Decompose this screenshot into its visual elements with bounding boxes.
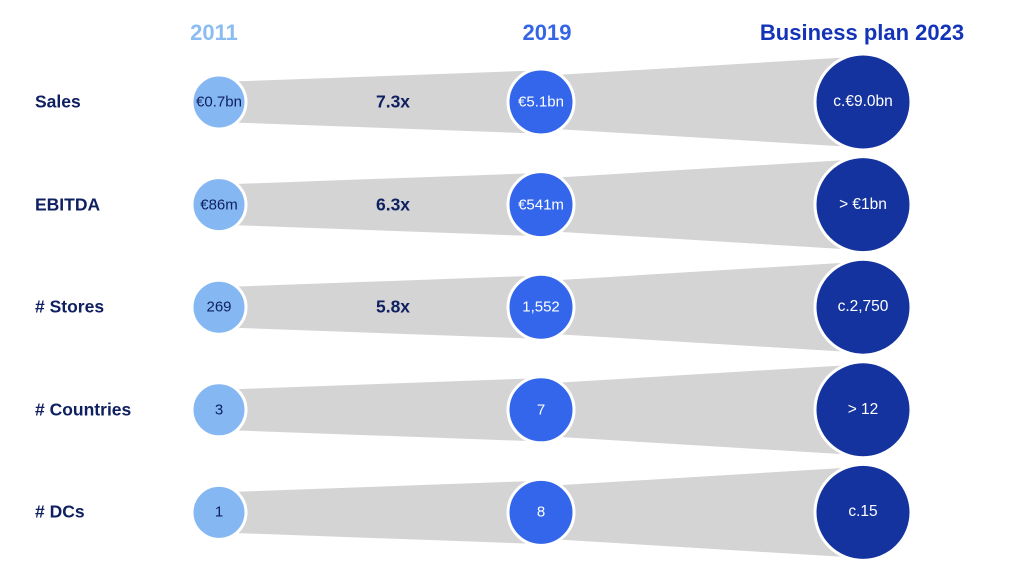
bubble-2011-ebitda xyxy=(190,176,248,234)
row-label-sales: Sales xyxy=(35,91,81,112)
funnel-ebitda-2011-to-2019 xyxy=(219,172,541,237)
funnel-stores-2019-to-2023 xyxy=(541,261,863,353)
row-label-stores: # Stores xyxy=(35,296,105,317)
bubble-value-2011-countries: 3 xyxy=(214,401,224,419)
bubble-2023-countries xyxy=(813,360,913,460)
bubble-2023-stores xyxy=(813,257,913,357)
bubble-value-2011-ebitda: €86m xyxy=(200,196,238,214)
row-label-ebitda: EBITDA xyxy=(35,194,101,215)
bubble-2019-sales xyxy=(506,67,576,137)
bubble-2023-sales xyxy=(813,52,913,152)
funnel-countries-2011-to-2019 xyxy=(219,378,541,442)
funnel-sales-2011-to-2019 xyxy=(219,70,541,134)
bubble-value-2011-sales: €0.7bn xyxy=(196,93,242,111)
bubble-value-2023-dcs: c.15 xyxy=(848,503,878,521)
bubble-value-2023-countries: > 12 xyxy=(847,400,879,418)
row-label-dcs: # DCs xyxy=(35,501,85,522)
bubble-value-2011-dcs: 1 xyxy=(214,503,224,521)
bubble-2019-dcs xyxy=(506,477,576,547)
bubble-value-2023-ebitda: > €1bn xyxy=(839,195,887,213)
bubble-2023-ebitda xyxy=(813,155,913,255)
bubble-2011-stores xyxy=(190,278,248,336)
bubble-value-2019-dcs: 8 xyxy=(536,503,546,521)
column-header-2011: 2011 xyxy=(190,20,238,45)
row-label-countries: # Countries xyxy=(35,399,132,420)
bubble-value-2011-stores: 269 xyxy=(206,298,232,316)
funnel-countries-2019-to-2023 xyxy=(541,364,863,456)
funnel-stores-2011-to-2019 xyxy=(219,275,541,339)
funnel-dcs-2011-to-2019 xyxy=(219,480,541,545)
bubble-2011-dcs xyxy=(190,483,248,541)
bubble-value-2023-stores: c.2,750 xyxy=(837,298,889,316)
funnel-sales-2019-to-2023 xyxy=(541,56,863,148)
bubble-2023-dcs xyxy=(813,462,913,562)
bubble-value-2019-stores: 1,552 xyxy=(522,298,560,316)
multiplier-ebitda: 6.3x xyxy=(375,194,411,215)
multiplier-sales: 7.3x xyxy=(375,91,411,112)
bubble-2011-sales xyxy=(190,73,248,131)
bubble-value-2019-sales: €5.1bn xyxy=(518,93,564,111)
bubble-value-2019-countries: 7 xyxy=(536,401,546,419)
column-header-2019: 2019 xyxy=(522,20,572,45)
bubble-2019-stores xyxy=(506,272,576,342)
bubble-value-2023-sales: c.€9.0bn xyxy=(833,93,893,110)
bubble-2011-countries xyxy=(190,381,248,439)
bubble-2019-countries xyxy=(506,375,576,445)
funnel-dcs-2019-to-2023 xyxy=(541,466,863,558)
bubble-value-2019-ebitda: €541m xyxy=(518,196,564,214)
column-header-2023: Business plan 2023 xyxy=(759,20,965,45)
funnel-ebitda-2019-to-2023 xyxy=(541,159,863,251)
multiplier-stores: 5.8x xyxy=(375,296,411,317)
bubble-2019-ebitda xyxy=(506,170,576,240)
